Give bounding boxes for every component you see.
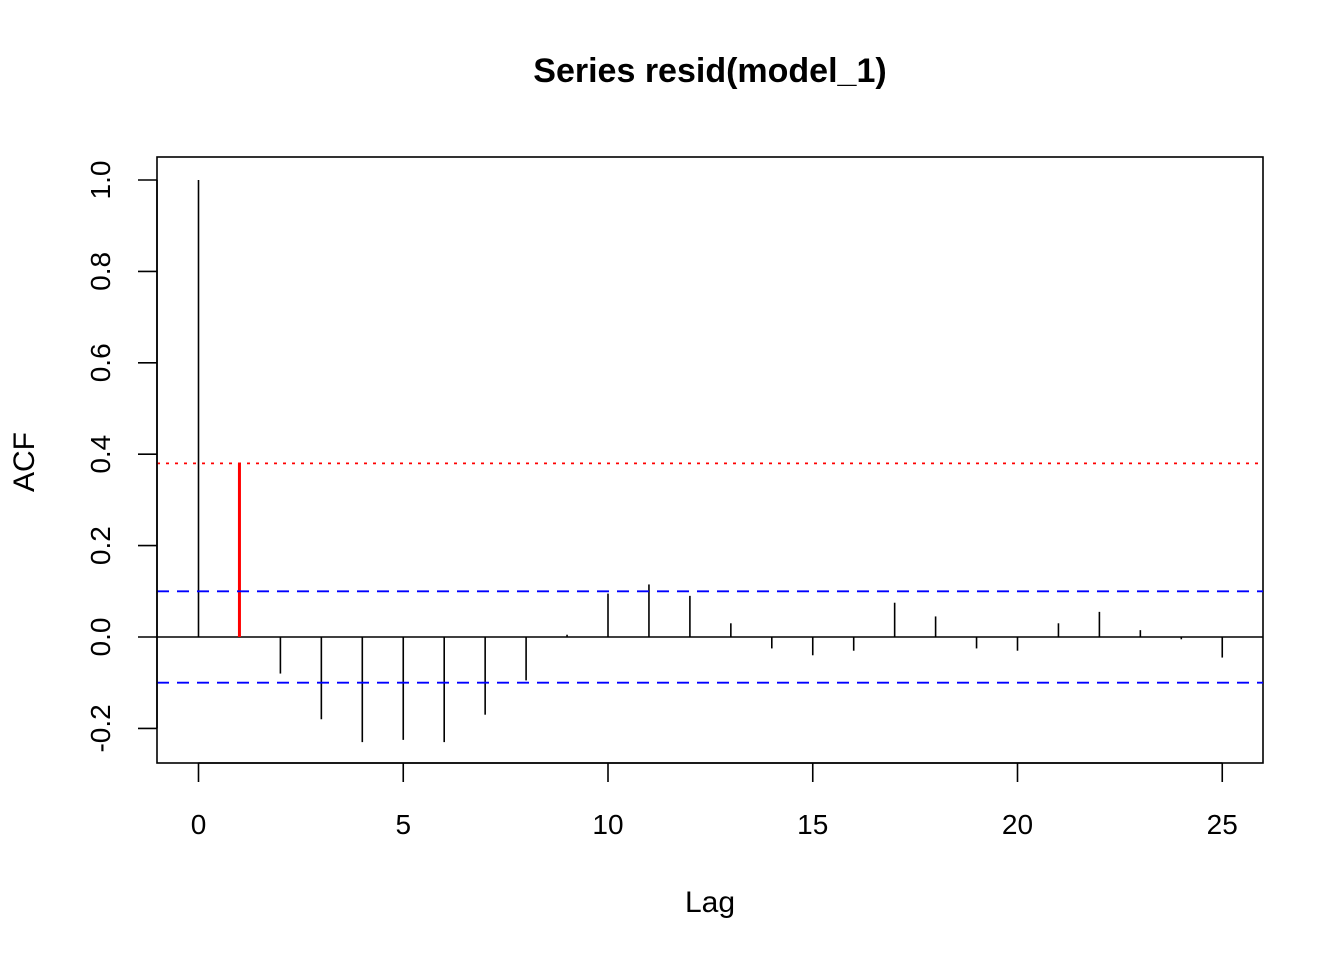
- x-tick-label: 5: [395, 809, 411, 840]
- x-tick-label: 0: [191, 809, 207, 840]
- y-tick-label: 0.0: [85, 618, 116, 657]
- plot-frame: [156, 156, 1264, 764]
- y-axis-label: ACF: [8, 432, 41, 492]
- chart-title: Series resid(model_1): [533, 52, 886, 90]
- y-tick-label: 0.4: [85, 435, 116, 474]
- x-axis: 0 5 10 15 20 25: [191, 762, 1238, 840]
- y-tick-label: -0.2: [85, 704, 116, 752]
- plot-area: [157, 180, 1263, 743]
- x-tick-label: 25: [1207, 809, 1238, 840]
- x-tick-label: 15: [797, 809, 828, 840]
- x-axis-label: Lag: [685, 886, 735, 919]
- y-tick-label: 0.6: [85, 343, 116, 382]
- x-tick-label: 20: [1002, 809, 1033, 840]
- y-tick-label: 0.2: [85, 526, 116, 565]
- y-axis: -0.2 0.0 0.2 0.4 0.6 0.8 1.0: [85, 161, 158, 753]
- x-tick-label: 10: [592, 809, 623, 840]
- y-tick-label: 1.0: [85, 161, 116, 200]
- y-tick-label: 0.8: [85, 252, 116, 291]
